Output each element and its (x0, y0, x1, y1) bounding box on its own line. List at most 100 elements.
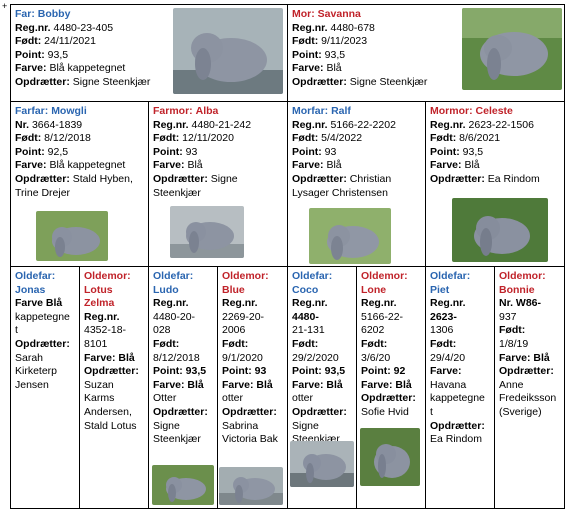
morfar-name: Ralf (331, 105, 351, 117)
mormor-detail-line: Født: 8/6/2021 (430, 132, 560, 146)
great-grandparent-cell: Oldemor: Lone Reg.nr. 5166-22- 6202 Født: 3/6/… (356, 266, 426, 509)
morfar-role: Morfar: (292, 105, 329, 117)
morfar-detail-line: Reg.nr. 5166-22-2202 (292, 119, 421, 133)
great-grandparent-line: Kirketerp (15, 365, 58, 378)
farfar-detail-line: Opdrætter: Stald Hyben, Trine Drejer (15, 173, 144, 200)
great-grandparent-role: Oldefar: (153, 270, 194, 282)
mormor-detail-value: 2623-22-1506 (468, 118, 534, 131)
great-grandparent-line: otter (292, 392, 314, 405)
farmor-detail-label: Point: (153, 145, 183, 158)
great-grandparent-cell: Oldemor: Lotus Zelma Reg.nr. 4352-18- 8101 Fa… (79, 266, 149, 509)
great-grandparent-line: 1306 (430, 324, 454, 337)
farmor-title: Farmor: Alba (153, 105, 283, 119)
farmor-detail-line: Point: 93 (153, 146, 283, 160)
mormor-title: Mormor: Celeste (430, 105, 560, 119)
great-grandparent-line: 21-131 (292, 324, 325, 337)
great-grandparent-line: Signe (153, 419, 180, 432)
farmor-detail-value: Signe Steenkjær (153, 172, 238, 199)
great-grandparent-line: Suzan (84, 378, 114, 391)
dam-detail-value: Blå (326, 62, 342, 75)
great-grandparent-line: Point: 93 (222, 365, 267, 378)
great-grandparent-cell: Oldefar: Ludo Reg.nr. 4480-20- 028 Født: 8/12/… (148, 266, 218, 509)
great-grandparent-line: Farve: Blå (292, 378, 343, 391)
great-grandparent-line: Ea Rindom (430, 433, 482, 446)
great-grandparent-line: Jensen (15, 378, 49, 391)
great-grandparent-line: Signe (292, 419, 319, 432)
great-grandparent-line: Victoria Bak (222, 433, 278, 446)
mormor-detail-label: Opdrætter: (430, 172, 485, 185)
dam-role: Mor: (292, 8, 315, 20)
sire-detail-value: 4480-23-405 (53, 21, 114, 34)
great-grandparent-cell: Oldemor: Bonnie Nr. W86- 937 Født: 1/8/19 Farv… (494, 266, 565, 509)
morfar-detail-label: Point: (292, 145, 322, 158)
morfar-detail-label: Opdrætter: (292, 172, 347, 185)
sire-detail-label: Point: (15, 48, 45, 61)
morfar-photo (309, 208, 391, 264)
great-grandparent-line: 028 (153, 324, 171, 337)
mormor-detail-label: Farve: (430, 159, 462, 172)
dam-detail-line: Opdrætter: Signe Steenkjær (292, 76, 560, 90)
great-grandparent-line: Karms (84, 392, 115, 405)
mormor-detail-value: 8/6/2021 (459, 132, 501, 145)
sire-detail-line: Opdrætter: Signe Steenkjær (15, 76, 283, 90)
sire-detail-label: Opdrætter: (15, 75, 70, 88)
dam-detail-value: 93,5 (324, 48, 346, 61)
great-grandparent-title: Oldemor: Lone (361, 270, 421, 297)
farfar-detail-label: Nr. (15, 118, 30, 131)
great-grandparent-line: Fredeiksson (499, 392, 557, 405)
farmor-detail-value: 4480-21-242 (191, 118, 252, 131)
great-grandparent-line: 1/8/19 (499, 337, 529, 350)
dam-detail-line: Født: 9/11/2023 (292, 35, 560, 49)
farfar-detail-line: Farve: Blå kappetegnet (15, 159, 144, 173)
farmor-detail-label: Farve: (153, 159, 185, 172)
sire-role: Far: (15, 8, 35, 20)
mormor-detail-line: Opdrætter: Ea Rindom (430, 173, 560, 187)
farfar-name: Mowgli (51, 105, 87, 117)
morfar-detail-line: Opdrætter: Christian Lysager Christensen (292, 173, 421, 200)
great-grandparent-line: t (430, 405, 433, 418)
great-grandparent-name: Coco (292, 283, 319, 296)
great-grandparent-line: Farve: Blå (84, 351, 135, 364)
dam-title: Mor: Savanna (292, 8, 560, 22)
great-grandparent-name: Bonnie (499, 283, 535, 296)
great-grandparent-line: Født: (430, 337, 457, 350)
dam-detail-label: Farve: (292, 62, 324, 75)
great-grandparent-line: 6202 (361, 324, 385, 337)
sire-name: Bobby (37, 8, 71, 20)
great-grandparent-line: kappetegne (430, 392, 485, 405)
great-grandparent-line: 4352-18- (84, 324, 127, 337)
great-grandparent-line: Farve: (430, 365, 462, 378)
great-grandparent-name: Lone (361, 283, 387, 296)
ludo-photo (152, 465, 214, 505)
great-grandparent-line: Født: (222, 337, 249, 350)
sire-detail-value: Signe Steenkjær (72, 75, 151, 88)
dam-name: Savanna (317, 8, 361, 20)
great-grandparent-title: Oldefar: Piet (430, 270, 490, 297)
farfar-detail-line: Nr. 3664-1839 (15, 119, 144, 133)
great-grandparent-role: Oldemor: (361, 270, 408, 282)
sire-detail-label: Født: (15, 35, 42, 48)
great-grandparent-line: Reg.nr. (222, 297, 258, 310)
sire-title: Far: Bobby (15, 8, 283, 22)
great-grandparent-line: Farve: Blå (222, 378, 273, 391)
great-grandparent-line: Opdrætter: (222, 405, 277, 418)
farfar-title: Farfar: Mowgli (15, 105, 144, 119)
farmor-photo (170, 206, 244, 258)
dam-detail-value: Signe Steenkjær (349, 75, 428, 88)
great-grandparent-line: 29/2/2020 (292, 351, 339, 364)
farmor-detail-value: 12/11/2020 (182, 132, 234, 145)
great-grandparent-line: Opdrætter: (292, 405, 347, 418)
great-grandparent-line: Født: (499, 324, 526, 337)
great-grandparent-line: 5166-22- (361, 310, 404, 323)
farfar-detail-label: Point: (15, 145, 45, 158)
great-grandparent-line: 4480-20- (153, 310, 196, 323)
farmor-role: Farmor: (153, 105, 193, 117)
morfar-detail-value: 93 (324, 145, 337, 158)
great-grandparent-line: Opdrætter: (499, 365, 554, 378)
blue-photo (219, 467, 283, 505)
great-grandparent-role: Oldefar: (430, 270, 471, 282)
farmor-name: Alba (195, 105, 219, 117)
mormor-cell: Mormor: Celeste Reg.nr. 2623-22-1506 Født… (425, 101, 565, 267)
great-grandparent-name: Ludo (153, 283, 179, 296)
mormor-detail-label: Reg.nr. (430, 118, 466, 131)
